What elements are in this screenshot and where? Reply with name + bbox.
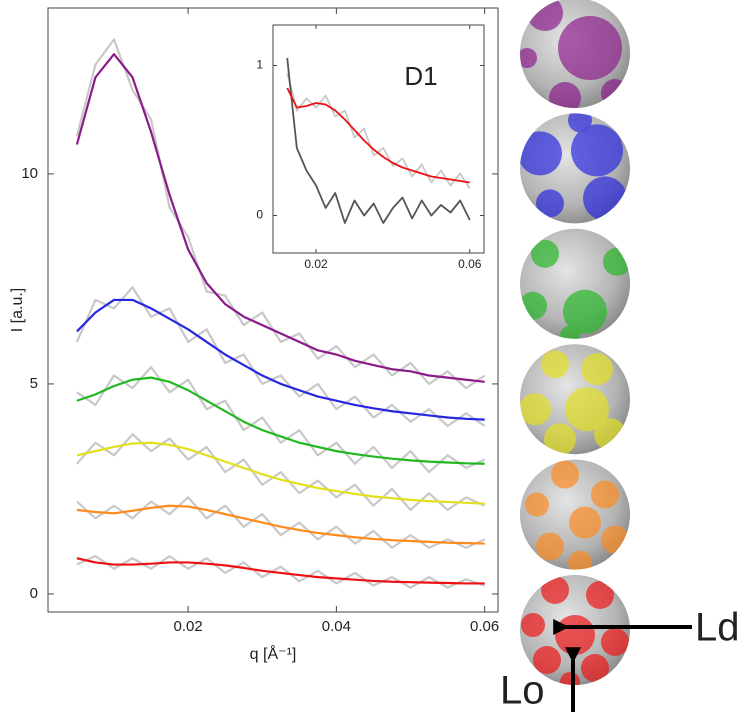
data-line	[286, 57, 471, 224]
y-tick-label: 0	[30, 585, 38, 602]
data-line	[76, 433, 486, 512]
y-tick-label: 10	[21, 165, 38, 182]
ld-label: Ld	[695, 606, 740, 650]
lo-label: Lo	[500, 669, 545, 713]
data-line	[76, 555, 486, 589]
y-axis-label: I [a.u.]	[9, 288, 26, 332]
data-line	[76, 298, 485, 421]
data-line	[76, 441, 485, 505]
data-line	[76, 366, 486, 474]
sphere-shade	[520, 459, 630, 570]
x-tick-label: 0.04	[322, 618, 351, 635]
data-line	[76, 504, 485, 545]
sphere-shade	[520, 575, 630, 685]
data-line	[76, 557, 485, 585]
plot-frame	[272, 24, 485, 254]
data-line	[75, 53, 485, 383]
sphere-shade	[520, 113, 630, 224]
x-tick-label: 0.06	[470, 618, 499, 635]
data-line	[75, 38, 486, 390]
x-tick-label: 0.06	[458, 257, 482, 271]
x-tick-label: 0.02	[174, 618, 203, 635]
sphere-column	[520, 0, 630, 685]
x-axis-label: q [Å⁻¹]	[250, 644, 297, 663]
inset-label: D1	[404, 61, 437, 91]
x-tick-label: 0.02	[304, 257, 328, 271]
data-line	[286, 87, 470, 184]
data-line	[76, 376, 485, 465]
data-line	[75, 286, 486, 428]
y-tick-label: 0	[256, 208, 263, 222]
sphere-shade	[520, 0, 630, 108]
inset-plot: 0.02 0.06 0 1 D1	[256, 24, 485, 271]
y-tick-label: 5	[30, 375, 38, 392]
sphere-shade	[520, 228, 630, 339]
y-tick-label: 1	[256, 58, 263, 72]
sphere-shade	[520, 344, 630, 455]
data-line	[76, 496, 486, 549]
data-line	[286, 72, 471, 189]
